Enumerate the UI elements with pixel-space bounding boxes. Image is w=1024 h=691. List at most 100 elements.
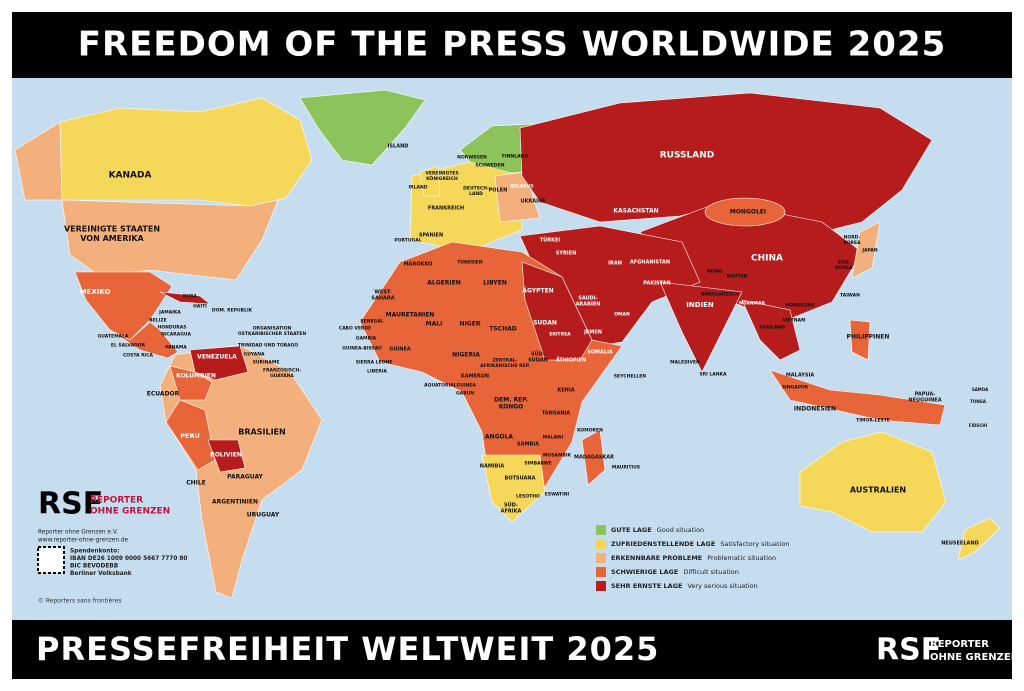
country-label: ANGOLA — [485, 434, 514, 441]
country-label: MADAGASKAR — [574, 455, 614, 461]
country-label: DOM. REPUBLIK — [212, 308, 253, 314]
country-label: FINNLAND — [502, 154, 528, 160]
country-label: SÜD- — [838, 259, 851, 266]
country-label: MAROKKO — [404, 262, 433, 268]
country-label: MONGOLEI — [730, 209, 766, 216]
footer-bar — [12, 620, 1012, 679]
country-label: SPANIEN — [419, 233, 443, 239]
country-label: SÜD- — [504, 502, 518, 509]
country-label: VEREINIGTE STAATEN — [64, 225, 160, 234]
country-label: SEYCHELLEN — [614, 374, 646, 380]
rsf-info-line: IBAN DE26 1009 0000 5667 7770 80 — [70, 556, 187, 562]
madagascar — [581, 429, 606, 486]
country-label: KANADA — [109, 171, 152, 181]
country-label: JAPAN — [861, 248, 878, 254]
venezuela — [189, 345, 249, 381]
country-label: SENEGAL — [360, 319, 383, 325]
rsf-info-line: Berliner Volksbank — [70, 571, 132, 577]
country-label: ISLAND — [388, 144, 409, 150]
legend-swatch — [596, 581, 606, 591]
rsf-logo-line: REPORTER — [90, 496, 143, 506]
country-label: KOREA — [835, 265, 853, 271]
rsf-logo-line: OHNE GRENZEN — [90, 507, 170, 517]
country-label: MALAWI — [543, 435, 564, 441]
colombia — [169, 365, 213, 401]
country-label: GUAYANA — [270, 373, 294, 379]
legend-label: GUTE LAGE — [611, 526, 652, 534]
country-label: JEMEN — [583, 330, 602, 336]
country-label: JAMAIKA — [158, 310, 181, 316]
country-label: SINGAPUR — [782, 385, 809, 391]
country-label: PORTUGAL — [394, 238, 421, 244]
country-label: VEREINIGTES — [425, 171, 458, 177]
country-label: NEUGUINEA — [908, 398, 941, 404]
country-label: SAUDI- — [578, 296, 597, 302]
rsf-info-line: www.reporter-ohne-grenzen.de — [38, 538, 129, 544]
country-label: MALAYSIA — [786, 373, 815, 379]
country-label: NIGER — [460, 321, 481, 328]
legend-label: SCHWIERIGE LAGE — [611, 568, 678, 576]
country-label: KUBA — [183, 294, 197, 300]
country-label: PHILIPPINEN — [847, 334, 890, 341]
country-label: THAILAND — [759, 325, 785, 331]
country-label: DEM. REP. — [494, 397, 528, 404]
uk — [419, 165, 441, 197]
country-label: GUINEA — [389, 347, 411, 353]
country-label: BELARUS — [510, 184, 533, 190]
country-label: IRAN — [608, 261, 622, 267]
country-label: KOREA — [843, 240, 861, 246]
country-label: IRLAND — [409, 185, 428, 191]
country-label: GUATEMALA — [98, 334, 129, 340]
country-label: GABUN — [456, 391, 474, 397]
country-label: SAMBIA — [517, 442, 539, 448]
country-label: TUNESIEN — [457, 260, 483, 266]
country-label: SURINAME — [253, 360, 280, 366]
legend-label-en: Very serious situation — [687, 582, 757, 590]
country-label: HONDURAS — [158, 325, 187, 331]
country-label: SRI LANKA — [699, 372, 727, 378]
legend-label: ERKENNBARE PROBLEME — [611, 554, 702, 562]
map — [14, 89, 1001, 599]
country-label: LIBYEN — [483, 280, 507, 287]
country-label: KONGO — [499, 404, 524, 411]
legend-label-en: Problematic situation — [707, 554, 776, 562]
country-label: ESWATINI — [545, 492, 570, 498]
japan — [851, 221, 881, 279]
country-label: CHILE — [186, 480, 206, 487]
legend-label-en: Satisfactory situation — [720, 540, 789, 548]
country-label: SOMALIA — [587, 350, 613, 356]
mongolia — [704, 197, 786, 227]
country-label: ERITREA — [549, 332, 571, 338]
country-label: TÜRKEI — [540, 237, 561, 244]
country-label: SIERRA LEONE — [356, 360, 393, 366]
country-label: MALI — [426, 321, 443, 328]
footer-logo: RSF — [876, 633, 941, 668]
country-label: VIETNAM — [782, 318, 806, 324]
country-label: PAKISTAN — [643, 281, 671, 287]
country-label: BELIZE — [149, 318, 166, 324]
central-america — [109, 321, 179, 359]
country-label: MALEDIVEN — [670, 360, 700, 366]
country-label: TSCHAD — [489, 326, 516, 333]
country-label: FIDSCHI — [969, 423, 988, 428]
country-label: NIGERIA — [452, 352, 480, 359]
rsf-info: Reporter ohne Grenzen e.V. www.reporter-o… — [38, 530, 187, 578]
copyright: © Reporters sans frontières — [38, 598, 121, 605]
country-label: SCHWEDEN — [476, 163, 505, 169]
country-label: FRANKREICH — [428, 206, 464, 212]
country-label: ÄTHIOPIEN — [556, 357, 586, 364]
country-label: SAMOA — [972, 387, 989, 392]
country-label: RUSSLAND — [660, 151, 715, 161]
peru — [165, 399, 216, 471]
greenland — [299, 89, 426, 166]
country-label: OSTKARIBISCHER STAATEN — [238, 331, 306, 337]
country-label: INDIEN — [686, 301, 714, 309]
country-label: KÖNIGREICH — [426, 175, 458, 182]
southern-africa — [481, 454, 546, 523]
country-label: KAMERUN — [461, 374, 489, 380]
country-label: WEST- — [374, 290, 391, 296]
legend: GUTE LAGE Good situation ZUFRIEDENSTELLEND… — [596, 525, 789, 591]
country-label: SÜD- — [531, 351, 545, 358]
country-label: LAND — [469, 191, 483, 197]
